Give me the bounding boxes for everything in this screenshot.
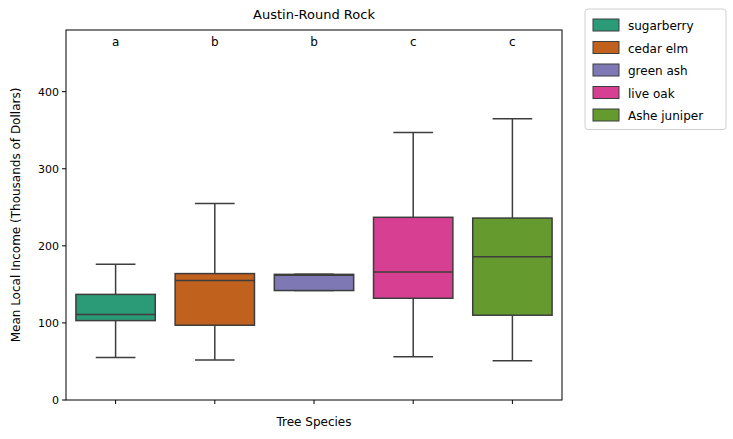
annotation: c <box>410 35 417 49</box>
legend-label: green ash <box>628 64 688 78</box>
median <box>274 274 353 276</box>
median <box>175 280 254 282</box>
cap-low <box>493 360 533 362</box>
box <box>374 217 453 298</box>
plot-area <box>76 119 552 361</box>
x-tick <box>214 400 215 404</box>
y-tick <box>62 245 66 246</box>
annotation: b <box>211 35 219 49</box>
whisker-high <box>512 119 514 218</box>
y-tick <box>62 322 66 323</box>
median <box>76 314 155 316</box>
whisker-high <box>214 203 216 273</box>
y-tick <box>62 168 66 169</box>
legend-label: live oak <box>628 87 675 101</box>
legend-label: cedar elm <box>628 42 688 56</box>
x-tick <box>413 400 414 404</box>
legend-label: sugarberry <box>628 19 694 33</box>
chart: Austin-Round Rock 0 100 200 300 400 Tree Speci… <box>0 0 733 439</box>
box <box>274 274 353 290</box>
box <box>175 274 254 326</box>
x-tick <box>314 400 315 404</box>
y-tick-label: 0 <box>52 394 59 407</box>
annotation: c <box>509 35 516 49</box>
median <box>374 271 453 273</box>
whisker-low <box>412 298 414 357</box>
y-tick-label: 300 <box>38 163 59 176</box>
legend-swatch <box>593 42 619 54</box>
x-tick <box>115 400 116 404</box>
y-tick <box>62 400 66 401</box>
y-axis-label: Mean Local Income (Thousands of Dollars) <box>9 88 23 343</box>
cap-low <box>393 356 433 358</box>
y-tick-label: 200 <box>38 240 59 253</box>
x-axis-label: Tree Species <box>276 415 352 429</box>
whisker-high <box>412 133 414 218</box>
median <box>473 256 552 258</box>
legend-swatch <box>593 19 619 31</box>
y-tick-label: 400 <box>38 86 59 99</box>
legend <box>585 9 726 130</box>
whisker-high <box>115 264 117 294</box>
title: Austin-Round Rock <box>253 7 375 22</box>
legend-swatch <box>593 64 619 76</box>
plot-frame <box>66 30 562 400</box>
cap-high <box>493 118 533 120</box>
y-tick <box>62 91 66 92</box>
box <box>76 294 155 320</box>
cap-high <box>393 132 433 134</box>
whisker-low <box>512 315 514 360</box>
legend-swatch <box>593 109 619 121</box>
y-tick-label: 100 <box>38 317 59 330</box>
cap-low <box>96 357 136 359</box>
cap-high <box>195 203 235 205</box>
whisker-low <box>214 325 216 360</box>
cap-high <box>96 264 136 266</box>
box <box>473 218 552 315</box>
whisker-low <box>115 321 117 358</box>
cap-low <box>195 359 235 361</box>
x-tick <box>512 400 513 404</box>
annotation: b <box>310 35 318 49</box>
legend-label: Ashe juniper <box>628 109 703 123</box>
legend-swatch <box>593 87 619 99</box>
annotation: a <box>112 35 119 49</box>
